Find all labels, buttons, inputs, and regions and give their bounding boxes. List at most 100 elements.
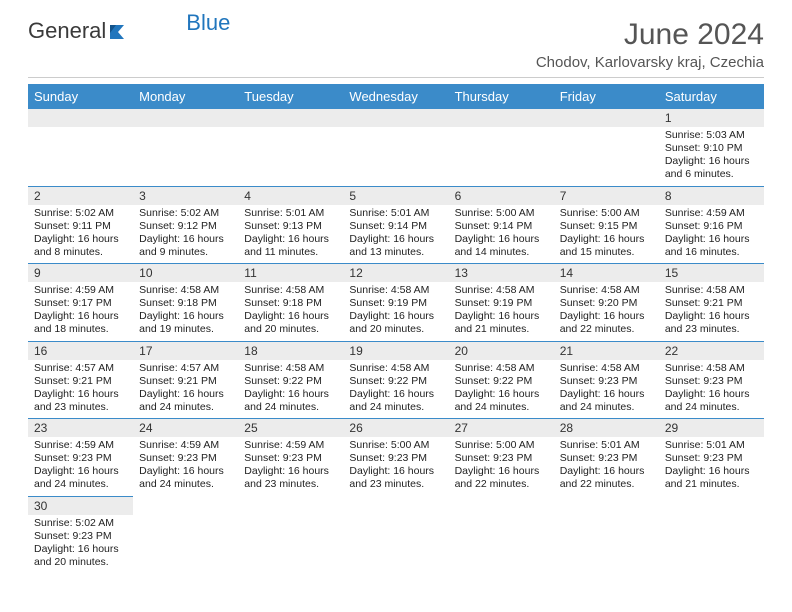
calendar-day-cell: 7Sunrise: 5:00 AMSunset: 9:15 PMDaylight… bbox=[554, 186, 659, 264]
day-details: Sunrise: 5:01 AMSunset: 9:14 PMDaylight:… bbox=[343, 205, 448, 264]
calendar-day-cell: 18Sunrise: 4:58 AMSunset: 9:22 PMDayligh… bbox=[238, 341, 343, 419]
calendar-day-cell: 13Sunrise: 4:58 AMSunset: 9:19 PMDayligh… bbox=[449, 264, 554, 342]
day-details: Sunrise: 4:57 AMSunset: 9:21 PMDaylight:… bbox=[133, 360, 238, 419]
day-number: 25 bbox=[238, 419, 343, 437]
calendar-week-row: 9Sunrise: 4:59 AMSunset: 9:17 PMDaylight… bbox=[28, 264, 764, 342]
day-details: Sunrise: 5:00 AMSunset: 9:23 PMDaylight:… bbox=[449, 437, 554, 496]
day-number: 26 bbox=[343, 419, 448, 437]
calendar-table: SundayMondayTuesdayWednesdayThursdayFrid… bbox=[28, 84, 764, 573]
calendar-day-cell: 17Sunrise: 4:57 AMSunset: 9:21 PMDayligh… bbox=[133, 341, 238, 419]
day-details: Sunrise: 4:58 AMSunset: 9:21 PMDaylight:… bbox=[659, 282, 764, 341]
calendar-day-cell: 22Sunrise: 4:58 AMSunset: 9:23 PMDayligh… bbox=[659, 341, 764, 419]
day-details: Sunrise: 5:00 AMSunset: 9:15 PMDaylight:… bbox=[554, 205, 659, 264]
calendar-day-cell: 20Sunrise: 4:58 AMSunset: 9:22 PMDayligh… bbox=[449, 341, 554, 419]
day-number: 1 bbox=[659, 109, 764, 127]
calendar-day-cell: 30Sunrise: 5:02 AMSunset: 9:23 PMDayligh… bbox=[28, 496, 133, 573]
calendar-day-cell: 25Sunrise: 4:59 AMSunset: 9:23 PMDayligh… bbox=[238, 419, 343, 497]
day-number: 12 bbox=[343, 264, 448, 282]
day-details: Sunrise: 4:59 AMSunset: 9:17 PMDaylight:… bbox=[28, 282, 133, 341]
day-number: 30 bbox=[28, 497, 133, 515]
day-details: Sunrise: 4:59 AMSunset: 9:16 PMDaylight:… bbox=[659, 205, 764, 264]
day-details: Sunrise: 4:58 AMSunset: 9:22 PMDaylight:… bbox=[238, 360, 343, 419]
calendar-week-row: 1Sunrise: 5:03 AMSunset: 9:10 PMDaylight… bbox=[28, 109, 764, 186]
location-subtitle: Chodov, Karlovarsky kraj, Czechia bbox=[536, 54, 764, 71]
calendar-day-cell bbox=[343, 109, 448, 186]
day-details: Sunrise: 4:57 AMSunset: 9:21 PMDaylight:… bbox=[28, 360, 133, 419]
brand-text-blue: Blue bbox=[186, 10, 230, 36]
day-number: 29 bbox=[659, 419, 764, 437]
day-details: Sunrise: 5:02 AMSunset: 9:12 PMDaylight:… bbox=[133, 205, 238, 264]
calendar-day-cell: 14Sunrise: 4:58 AMSunset: 9:20 PMDayligh… bbox=[554, 264, 659, 342]
day-number: 21 bbox=[554, 342, 659, 360]
day-details: Sunrise: 5:01 AMSunset: 9:23 PMDaylight:… bbox=[554, 437, 659, 496]
day-header: Monday bbox=[133, 84, 238, 109]
calendar-day-cell: 5Sunrise: 5:01 AMSunset: 9:14 PMDaylight… bbox=[343, 186, 448, 264]
calendar-week-row: 30Sunrise: 5:02 AMSunset: 9:23 PMDayligh… bbox=[28, 496, 764, 573]
day-number: 17 bbox=[133, 342, 238, 360]
day-details: Sunrise: 5:02 AMSunset: 9:11 PMDaylight:… bbox=[28, 205, 133, 264]
brand-flag-icon bbox=[110, 23, 130, 39]
day-details: Sunrise: 5:00 AMSunset: 9:23 PMDaylight:… bbox=[343, 437, 448, 496]
day-number: 6 bbox=[449, 187, 554, 205]
calendar-day-cell: 27Sunrise: 5:00 AMSunset: 9:23 PMDayligh… bbox=[449, 419, 554, 497]
calendar-day-cell: 16Sunrise: 4:57 AMSunset: 9:21 PMDayligh… bbox=[28, 341, 133, 419]
calendar-day-cell: 11Sunrise: 4:58 AMSunset: 9:18 PMDayligh… bbox=[238, 264, 343, 342]
divider bbox=[28, 77, 764, 78]
calendar-day-cell bbox=[659, 496, 764, 573]
calendar-day-cell bbox=[238, 496, 343, 573]
day-details: Sunrise: 4:58 AMSunset: 9:18 PMDaylight:… bbox=[238, 282, 343, 341]
calendar-day-cell: 1Sunrise: 5:03 AMSunset: 9:10 PMDaylight… bbox=[659, 109, 764, 186]
day-number: 16 bbox=[28, 342, 133, 360]
day-number: 13 bbox=[449, 264, 554, 282]
day-number: 20 bbox=[449, 342, 554, 360]
day-details: Sunrise: 4:58 AMSunset: 9:20 PMDaylight:… bbox=[554, 282, 659, 341]
calendar-day-cell bbox=[554, 109, 659, 186]
calendar-day-cell bbox=[343, 496, 448, 573]
calendar-day-cell: 4Sunrise: 5:01 AMSunset: 9:13 PMDaylight… bbox=[238, 186, 343, 264]
day-number: 22 bbox=[659, 342, 764, 360]
day-details: Sunrise: 5:00 AMSunset: 9:14 PMDaylight:… bbox=[449, 205, 554, 264]
calendar-day-cell: 10Sunrise: 4:58 AMSunset: 9:18 PMDayligh… bbox=[133, 264, 238, 342]
calendar-week-row: 16Sunrise: 4:57 AMSunset: 9:21 PMDayligh… bbox=[28, 341, 764, 419]
day-details: Sunrise: 4:58 AMSunset: 9:23 PMDaylight:… bbox=[554, 360, 659, 419]
calendar-day-cell: 15Sunrise: 4:58 AMSunset: 9:21 PMDayligh… bbox=[659, 264, 764, 342]
calendar-week-row: 23Sunrise: 4:59 AMSunset: 9:23 PMDayligh… bbox=[28, 419, 764, 497]
header: General Blue June 2024 Chodov, Karlovars… bbox=[28, 18, 764, 71]
day-number: 7 bbox=[554, 187, 659, 205]
calendar-day-cell: 9Sunrise: 4:59 AMSunset: 9:17 PMDaylight… bbox=[28, 264, 133, 342]
calendar-day-cell: 8Sunrise: 4:59 AMSunset: 9:16 PMDaylight… bbox=[659, 186, 764, 264]
calendar-day-cell bbox=[238, 109, 343, 186]
month-title: June 2024 bbox=[536, 18, 764, 52]
day-header: Sunday bbox=[28, 84, 133, 109]
day-number: 11 bbox=[238, 264, 343, 282]
calendar-day-cell: 6Sunrise: 5:00 AMSunset: 9:14 PMDaylight… bbox=[449, 186, 554, 264]
day-details: Sunrise: 4:58 AMSunset: 9:22 PMDaylight:… bbox=[449, 360, 554, 419]
day-details: Sunrise: 5:01 AMSunset: 9:13 PMDaylight:… bbox=[238, 205, 343, 264]
day-number: 3 bbox=[133, 187, 238, 205]
calendar-day-cell: 12Sunrise: 4:58 AMSunset: 9:19 PMDayligh… bbox=[343, 264, 448, 342]
day-details: Sunrise: 5:03 AMSunset: 9:10 PMDaylight:… bbox=[659, 127, 764, 186]
day-number: 14 bbox=[554, 264, 659, 282]
calendar-day-cell: 29Sunrise: 5:01 AMSunset: 9:23 PMDayligh… bbox=[659, 419, 764, 497]
day-number: 10 bbox=[133, 264, 238, 282]
day-number: 19 bbox=[343, 342, 448, 360]
day-details: Sunrise: 4:58 AMSunset: 9:18 PMDaylight:… bbox=[133, 282, 238, 341]
calendar-day-cell bbox=[554, 496, 659, 573]
calendar-day-cell: 23Sunrise: 4:59 AMSunset: 9:23 PMDayligh… bbox=[28, 419, 133, 497]
day-details: Sunrise: 4:58 AMSunset: 9:19 PMDaylight:… bbox=[449, 282, 554, 341]
calendar-day-cell bbox=[28, 109, 133, 186]
day-details: Sunrise: 4:59 AMSunset: 9:23 PMDaylight:… bbox=[238, 437, 343, 496]
day-details: Sunrise: 4:59 AMSunset: 9:23 PMDaylight:… bbox=[28, 437, 133, 496]
day-details: Sunrise: 4:58 AMSunset: 9:23 PMDaylight:… bbox=[659, 360, 764, 419]
calendar-day-cell bbox=[133, 109, 238, 186]
day-number: 15 bbox=[659, 264, 764, 282]
calendar-day-cell: 26Sunrise: 5:00 AMSunset: 9:23 PMDayligh… bbox=[343, 419, 448, 497]
day-details: Sunrise: 4:59 AMSunset: 9:23 PMDaylight:… bbox=[133, 437, 238, 496]
brand-text-general: General bbox=[28, 18, 106, 44]
day-details: Sunrise: 4:58 AMSunset: 9:22 PMDaylight:… bbox=[343, 360, 448, 419]
calendar-day-cell: 21Sunrise: 4:58 AMSunset: 9:23 PMDayligh… bbox=[554, 341, 659, 419]
calendar-day-cell bbox=[449, 109, 554, 186]
day-header: Thursday bbox=[449, 84, 554, 109]
day-number: 28 bbox=[554, 419, 659, 437]
day-header: Tuesday bbox=[238, 84, 343, 109]
